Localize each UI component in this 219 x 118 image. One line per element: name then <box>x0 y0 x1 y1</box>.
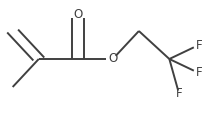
Text: O: O <box>73 8 83 21</box>
Text: F: F <box>195 67 202 80</box>
Text: O: O <box>108 53 117 65</box>
Text: F: F <box>176 87 182 101</box>
Text: F: F <box>195 38 202 51</box>
